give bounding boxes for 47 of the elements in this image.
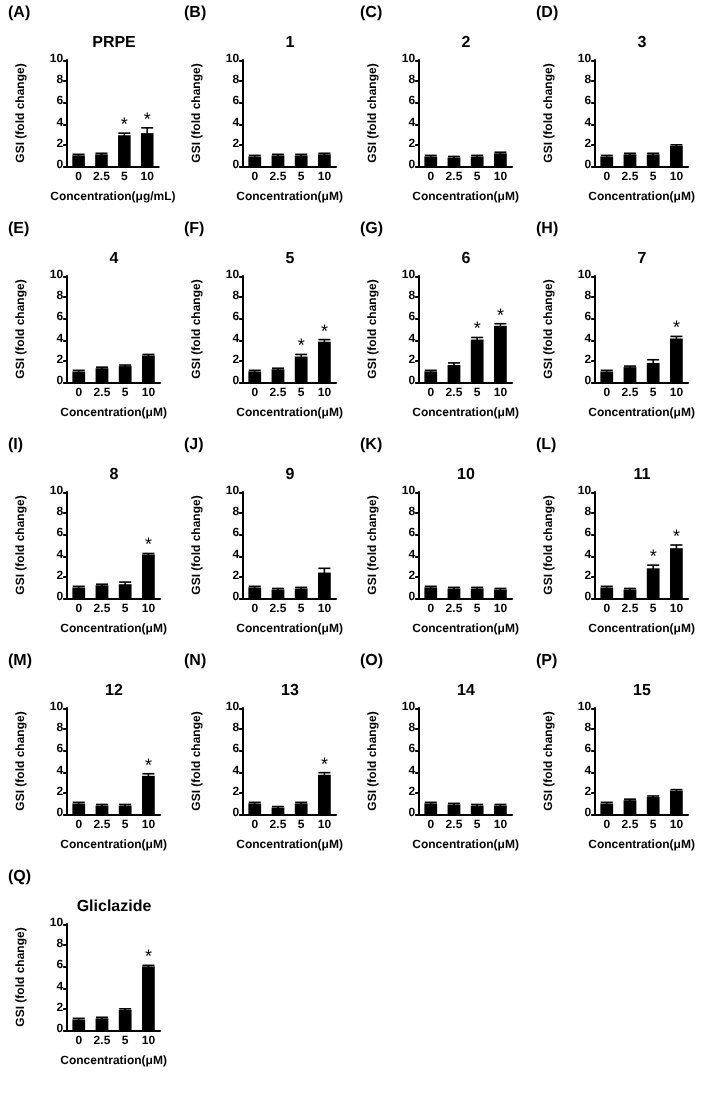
annotation: * [144, 534, 153, 555]
chart-title: 6 [461, 249, 472, 267]
annotation: * [144, 754, 153, 775]
chart-title: 2 [461, 33, 472, 51]
text: (Q) [8, 867, 32, 885]
text: (N) [184, 651, 207, 669]
chart-title: 13 [281, 681, 300, 699]
text: (I) [8, 435, 24, 453]
chart-title: 3 [637, 33, 648, 51]
annotation: * [320, 753, 329, 774]
text: (B) [184, 3, 207, 21]
text: (G) [360, 219, 384, 237]
annotation: * [496, 304, 505, 325]
chart-title: 10 [457, 465, 476, 483]
chart-title: 8 [109, 465, 120, 483]
annotation: * [120, 114, 129, 135]
text: (M) [8, 651, 33, 669]
text: (F) [184, 219, 206, 237]
text: (O) [360, 651, 384, 669]
text: (K) [360, 435, 383, 453]
annotation: * [672, 526, 681, 546]
chart-title: 1 [285, 33, 296, 51]
annotation: * [144, 946, 153, 967]
chart-title: 9 [285, 465, 296, 483]
text: (P) [536, 651, 558, 669]
chart-title: Gliclazide [76, 897, 153, 915]
chart-title: 7 [637, 249, 648, 267]
chart-title: 4 [109, 249, 120, 267]
text: (A) [8, 3, 31, 21]
text: (L) [536, 435, 558, 453]
annotation: * [320, 320, 329, 341]
text: (C) [360, 3, 383, 21]
annotation: * [143, 108, 152, 129]
chart-title: 11 [633, 465, 652, 483]
chart-title: PRPE [92, 33, 138, 51]
text: (H) [536, 219, 559, 237]
chart-title: 5 [285, 249, 296, 267]
annotation: * [672, 317, 681, 338]
annotation: * [473, 318, 482, 339]
annotation: * [649, 546, 658, 567]
text: (E) [8, 219, 30, 237]
chart-title: 14 [457, 681, 476, 699]
text: (D) [536, 3, 559, 21]
annotation: * [297, 335, 306, 356]
text: (J) [184, 435, 205, 453]
chart-title: 12 [105, 681, 124, 699]
chart-title: 15 [633, 681, 652, 699]
